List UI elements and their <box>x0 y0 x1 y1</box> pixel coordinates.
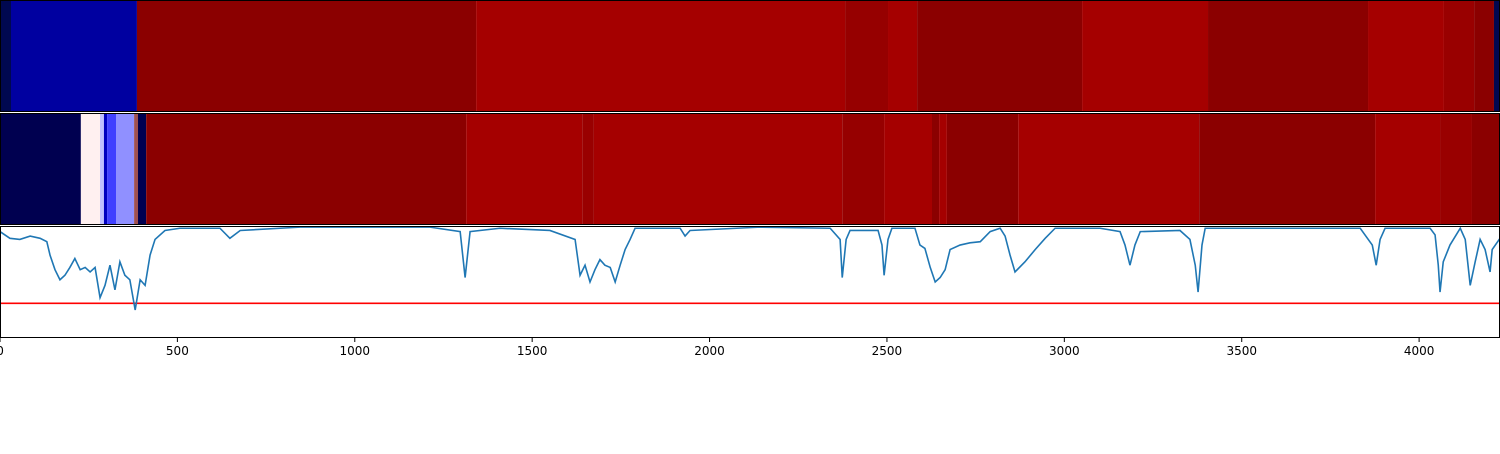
strip-segment <box>593 113 843 225</box>
x-tick-label: 1000 <box>340 344 371 358</box>
x-tick-label: 4000 <box>1404 344 1435 358</box>
strip-segment <box>116 113 135 225</box>
strip-segment <box>1199 113 1376 225</box>
strip-segment <box>1018 113 1200 225</box>
strip-segment <box>107 113 117 225</box>
x-tick-label: 1500 <box>517 344 548 358</box>
strip-segment <box>476 0 846 112</box>
strip-segment <box>138 113 147 225</box>
strip-segment <box>136 0 477 112</box>
strip-segment <box>80 113 101 225</box>
strip-segment <box>466 113 583 225</box>
strip-segment <box>0 0 11 112</box>
strip-segment <box>103 113 108 225</box>
strip-segment <box>1368 0 1444 112</box>
x-tick-label: 2500 <box>872 344 903 358</box>
strip-segment <box>888 0 918 112</box>
strip-segment <box>0 113 81 225</box>
strip-segment <box>1471 113 1500 225</box>
strip-segment <box>932 113 940 225</box>
strip-segment <box>1440 113 1472 225</box>
x-tick-label: 2000 <box>694 344 725 358</box>
strip-segment <box>842 113 885 225</box>
strip-segment <box>1443 0 1475 112</box>
strip-segment <box>917 0 1083 112</box>
strip-segment <box>1493 0 1500 112</box>
x-tick-label: 500 <box>166 344 189 358</box>
strip-segment <box>10 0 137 112</box>
strip-segment <box>100 113 104 225</box>
strip-segment <box>845 0 889 112</box>
strip-segment <box>1208 0 1369 112</box>
strip-segment <box>1082 0 1209 112</box>
x-tick-label: 3000 <box>1049 344 1080 358</box>
strip-segment <box>1375 113 1441 225</box>
strip-segment <box>134 113 139 225</box>
strip-segment <box>939 113 947 225</box>
strip-segment <box>946 113 1019 225</box>
strip-segment <box>1474 0 1494 112</box>
data-line <box>0 226 1500 311</box>
plot-frame <box>0 226 1500 338</box>
strip-segment <box>884 113 933 225</box>
strip-segment <box>146 113 467 225</box>
strip-segment <box>582 113 594 225</box>
x-tick-label: 3500 <box>1226 344 1257 358</box>
x-tick-label: 0 <box>0 344 4 358</box>
